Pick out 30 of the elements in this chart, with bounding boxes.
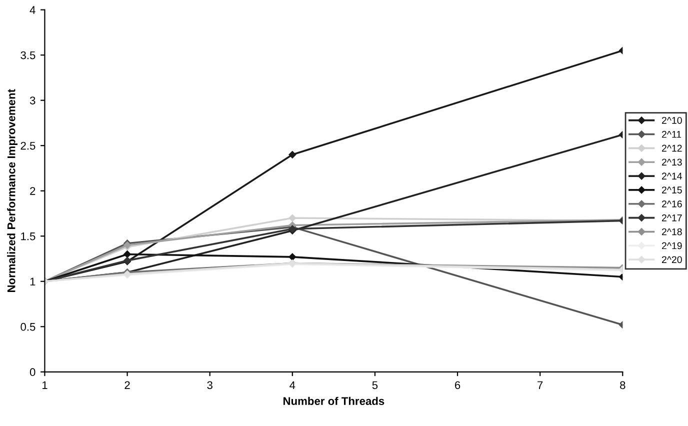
y-tick-label: 2.5 (20, 142, 36, 150)
x-tick-label: 5 (372, 381, 378, 390)
legend-label: 2^11 (662, 130, 682, 138)
legend-label: 2^15 (662, 186, 682, 194)
y-tick-label: 2 (30, 187, 36, 195)
x-tick-label: 2 (124, 381, 130, 389)
y-axis-title: Normalized Performance Improvement (7, 89, 18, 292)
y-tick-label: 1 (30, 278, 36, 286)
y-tick-label: 4 (30, 6, 36, 14)
legend-label: 2^16 (662, 200, 682, 208)
y-tick-label: 3 (30, 96, 36, 104)
x-axis-title: Number of Threads (283, 396, 384, 405)
x-tick-label: 4 (290, 381, 296, 389)
legend-label: 2^14 (662, 172, 682, 180)
x-tick-label: 3 (207, 381, 212, 390)
legend-label: 2^13 (662, 158, 682, 166)
x-tick-label: 1 (42, 381, 48, 389)
y-tick-label: 0 (30, 368, 36, 376)
y-tick-label: 0.5 (20, 322, 36, 331)
x-tick-label: 6 (454, 381, 460, 390)
legend-label: 2^18 (662, 228, 682, 236)
legend-label: 2^20 (662, 256, 682, 264)
legend-label: 2^17 (662, 214, 682, 222)
y-tick-label: 3.5 (20, 51, 36, 60)
y-tick-label: 1.5 (21, 232, 36, 240)
x-tick-label: 7 (538, 381, 543, 389)
legend-label: 2^10 (662, 116, 682, 124)
legend-label: 2^12 (662, 144, 682, 152)
x-tick-label: 8 (620, 381, 626, 390)
legend-label: 2^19 (662, 242, 682, 250)
